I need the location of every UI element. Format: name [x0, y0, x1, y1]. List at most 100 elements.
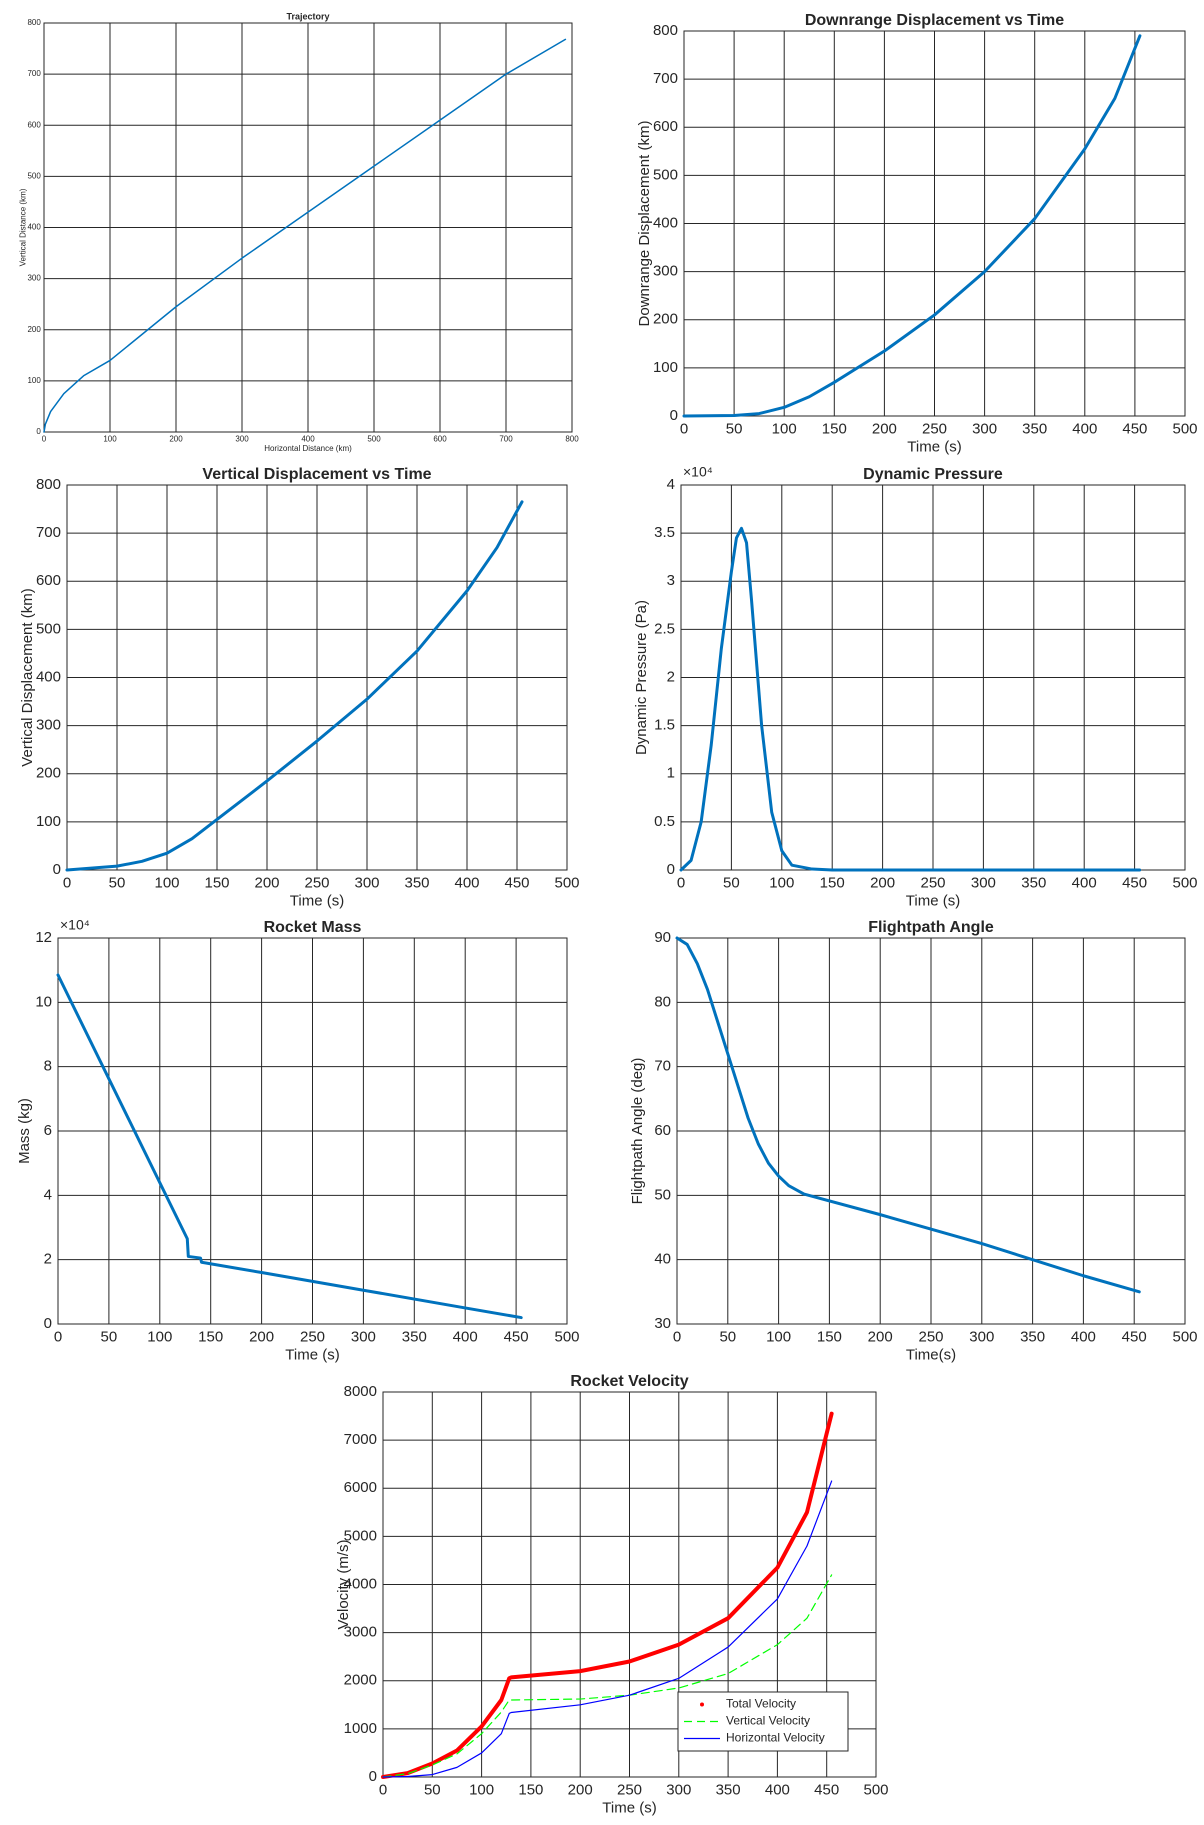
y-axis-label: Flightpath Angle (deg) — [629, 1058, 646, 1205]
x-tick-label: 250 — [304, 874, 329, 891]
y-tick-label: 1.5 — [654, 717, 675, 734]
data-line — [56, 973, 523, 1320]
x-tick-label: 0 — [680, 420, 688, 437]
x-tick-label: 200 — [254, 874, 279, 891]
x-tick-label: 350 — [404, 874, 429, 891]
chart-title: Vertical Displacement vs Time — [202, 466, 431, 483]
y-tick-label: 700 — [27, 69, 41, 78]
x-tick-label: 700 — [499, 434, 513, 443]
y-tick-label: 4 — [667, 476, 675, 493]
x-tick-label: 200 — [872, 420, 897, 437]
y-tick-label: 100 — [36, 813, 61, 830]
y-tick-label: 80 — [654, 993, 671, 1010]
chart-title: Downrange Displacement vs Time — [805, 12, 1064, 29]
y-tick-label: 0 — [670, 407, 678, 424]
x-tick-label: 0 — [63, 874, 71, 891]
axes-box — [43, 22, 573, 433]
x-tick-label: 450 — [504, 874, 529, 891]
y-tick-label: 4000 — [344, 1575, 377, 1592]
y-tick-label: 800 — [27, 18, 41, 27]
y-tick-label: 100 — [27, 376, 41, 385]
x-tick-label: 400 — [765, 1781, 790, 1798]
y-tick-label: 3 — [667, 572, 675, 589]
x-tick-label: 450 — [814, 1781, 839, 1798]
y-tick-label: 600 — [653, 118, 678, 135]
data-line — [679, 526, 1142, 872]
y-tick-label: 100 — [653, 359, 678, 376]
y-tick-label: 4 — [44, 1186, 52, 1203]
y-axis-label: Velocity (m/s) — [335, 1539, 352, 1629]
x-tick-label: 100 — [766, 1328, 791, 1345]
data-line — [382, 1480, 833, 1778]
x-tick-label: 50 — [719, 1328, 736, 1345]
y-tick-label: 8000 — [344, 1383, 377, 1400]
y-tick-label: 2 — [667, 668, 675, 685]
y-tick-label: 70 — [654, 1058, 671, 1075]
x-tick-label: 0 — [54, 1328, 62, 1345]
y-tick-label: 6000 — [344, 1479, 377, 1496]
y-tick-label: 200 — [27, 325, 41, 334]
x-tick-label: 400 — [1071, 1328, 1096, 1345]
x-tick-label: 0 — [42, 434, 47, 443]
y-tick-label: 40 — [654, 1251, 671, 1268]
x-tick-label: 200 — [249, 1328, 274, 1345]
x-tick-label: 100 — [103, 434, 117, 443]
chart-title: Rocket Velocity — [570, 1373, 688, 1390]
axes-box — [382, 1391, 877, 1778]
legend-label: Total Velocity — [726, 1697, 796, 1711]
x-tick-label: 500 — [554, 874, 579, 891]
y-tick-label: 7000 — [344, 1431, 377, 1448]
x-tick-label: 250 — [922, 420, 947, 437]
y-tick-label: 400 — [27, 223, 41, 232]
x-tick-label: 450 — [1122, 1328, 1147, 1345]
x-tick-label: 150 — [817, 1328, 842, 1345]
x-tick-label: 350 — [716, 1781, 741, 1798]
x-axis-label: Time (s) — [907, 438, 961, 455]
data-line — [382, 1574, 833, 1778]
x-tick-label: 250 — [920, 874, 945, 891]
data-line — [675, 936, 1141, 1294]
y-tick-label: 2000 — [344, 1672, 377, 1689]
y-tick-label: 500 — [27, 171, 41, 180]
y-tick-label: 300 — [36, 717, 61, 734]
x-tick-label: 450 — [504, 1328, 529, 1345]
y-tick-label: 3.5 — [654, 524, 675, 541]
data-line — [682, 34, 1142, 418]
axes-box — [676, 937, 1186, 1325]
x-tick-label: 100 — [154, 874, 179, 891]
y-tick-label: 6 — [44, 1122, 52, 1139]
y-tick-label: 0 — [53, 861, 61, 878]
y-tick-label: 1 — [667, 765, 675, 782]
x-tick-label: 50 — [726, 420, 743, 437]
x-tick-label: 150 — [204, 874, 229, 891]
x-axis-label: Time (s) — [285, 1346, 339, 1363]
y-tick-label: 2 — [44, 1251, 52, 1268]
x-tick-label: 400 — [301, 434, 315, 443]
x-axis-label: Time(s) — [906, 1346, 956, 1363]
x-tick-label: 450 — [1122, 420, 1147, 437]
y-tick-label: 0.5 — [654, 813, 675, 830]
y-tick-label: 1000 — [344, 1720, 377, 1737]
x-tick-label: 300 — [235, 434, 249, 443]
y-axis-label: Vertical Displacement (km) — [19, 588, 36, 766]
y-tick-label: 0 — [369, 1768, 377, 1785]
y-tick-label: 600 — [27, 120, 41, 129]
y-tick-label: 400 — [653, 214, 678, 231]
x-tick-label: 400 — [454, 874, 479, 891]
y-tick-label: 2.5 — [654, 620, 675, 637]
y-tick-label: 800 — [653, 22, 678, 39]
x-tick-label: 100 — [772, 420, 797, 437]
x-tick-label: 0 — [673, 1328, 681, 1345]
x-tick-label: 500 — [1172, 874, 1197, 891]
axes-box — [57, 937, 568, 1325]
y-axis-label: Mass (kg) — [16, 1098, 33, 1164]
y-axis-label: Vertical Distance (km) — [18, 188, 27, 266]
x-tick-label: 250 — [617, 1781, 642, 1798]
y-tick-label: 500 — [653, 166, 678, 183]
y-tick-label: 300 — [653, 263, 678, 280]
y-tick-label: 700 — [36, 524, 61, 541]
legend-label: Vertical Velocity — [726, 1714, 810, 1728]
x-tick-label: 300 — [969, 1328, 994, 1345]
y-tick-label: 30 — [654, 1315, 671, 1332]
